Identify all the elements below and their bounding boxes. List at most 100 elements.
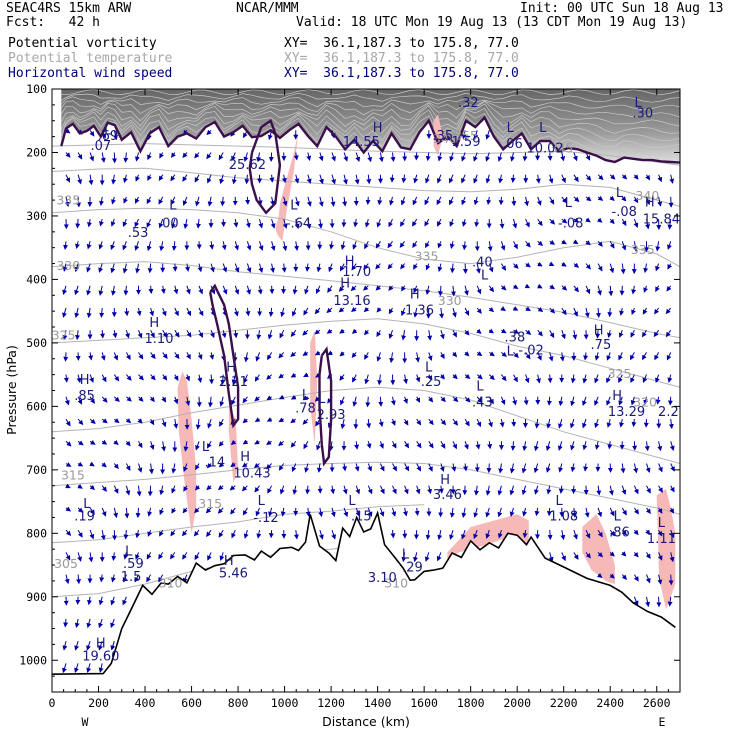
- pv-extremum-label: L: [481, 268, 489, 283]
- pv-extremum-label: 15.84: [643, 213, 680, 228]
- wind-arrow: [525, 352, 531, 360]
- wind-arrow: [111, 552, 117, 561]
- wind-arrow: [585, 174, 592, 181]
- pv-extremum-label: .25: [421, 375, 442, 390]
- wind-arrow: [654, 374, 660, 384]
- wind-arrow: [582, 396, 587, 407]
- wind-arrow: [219, 174, 225, 185]
- wind-arrow: [427, 352, 433, 361]
- wind-arrow: [354, 441, 360, 450]
- wind-arrow: [306, 174, 312, 184]
- wind-arrow: [473, 152, 478, 162]
- wind-arrow: [401, 552, 407, 563]
- wind-arrow: [597, 217, 603, 223]
- wind-arrow: [548, 174, 554, 184]
- pv-extremum-label: H: [340, 277, 350, 292]
- wind-arrow: [416, 441, 422, 449]
- wind-arrow: [667, 596, 673, 607]
- wind-arrow: [330, 507, 336, 518]
- wind-arrow: [74, 307, 80, 319]
- wind-arrow: [561, 174, 566, 184]
- wind-arrow: [476, 374, 483, 380]
- wind-arrow: [487, 241, 493, 252]
- wind-arrow: [170, 174, 176, 182]
- wind-arrow: [573, 529, 578, 540]
- wind-arrow: [268, 507, 273, 517]
- theta-contour-label: 325: [52, 328, 76, 343]
- pv-extremum-label: H: [149, 316, 159, 331]
- wind-arrow: [113, 130, 118, 141]
- wind-arrow: [158, 574, 164, 583]
- wind-arrow: [621, 196, 627, 202]
- wind-arrow: [195, 419, 201, 430]
- wind-arrow: [305, 507, 311, 517]
- wind-arrow: [342, 174, 348, 185]
- pv-shaded-region: [310, 330, 318, 445]
- wind-arrow: [390, 396, 396, 406]
- wind-arrow: [557, 441, 563, 451]
- wind-arrow: [511, 419, 517, 427]
- x-tick-label: 0: [49, 696, 56, 710]
- x-tick-label: 2400: [596, 696, 624, 710]
- wind-arrow: [135, 174, 140, 182]
- wind-arrow: [135, 552, 140, 560]
- wind-arrow: [630, 352, 635, 361]
- theta-contour-label: 325: [608, 366, 632, 381]
- wind-arrow: [546, 396, 552, 406]
- wind-arrow: [63, 352, 69, 362]
- theta-contour-label: 305: [54, 556, 78, 571]
- wind-arrow: [582, 418, 587, 429]
- wind-arrow: [645, 529, 651, 536]
- wind-arrow: [668, 196, 674, 208]
- wind-arrow: [620, 263, 626, 275]
- wind-arrow: [243, 529, 249, 539]
- wind-arrow: [113, 418, 120, 424]
- x-tick-label: 800: [228, 696, 249, 710]
- wind-arrow: [186, 352, 191, 360]
- wind-arrow: [452, 441, 457, 450]
- wind-arrow: [439, 374, 445, 380]
- wind-arrow: [193, 529, 200, 537]
- wind-arrow: [242, 507, 248, 516]
- wind-arrow: [183, 441, 189, 452]
- wind-arrow: [282, 241, 288, 252]
- wind-arrow: [388, 307, 394, 315]
- wind-arrow: [350, 285, 357, 292]
- wind-arrow: [401, 174, 407, 184]
- wind-arrow: [302, 329, 309, 336]
- header-org: NCAR/MMM: [236, 1, 299, 16]
- wind-arrow: [113, 352, 119, 361]
- theta-contour-label: 310: [159, 575, 183, 590]
- pv-extremum-label: -.02: [518, 343, 543, 358]
- wind-arrow: [303, 307, 309, 316]
- wind-arrow: [74, 641, 80, 651]
- wind-arrow: [547, 374, 553, 384]
- wind-arrow: [269, 285, 275, 295]
- wind-arrow: [75, 596, 81, 605]
- wind-arrow: [415, 374, 421, 383]
- wind-arrow: [537, 307, 544, 312]
- wind-arrow: [89, 130, 95, 137]
- wind-arrow: [621, 574, 627, 580]
- wind-arrow: [98, 641, 103, 651]
- wind-arrow: [594, 352, 600, 361]
- pv-extremum-label: 1.36: [405, 303, 434, 318]
- wind-arrow: [377, 374, 383, 386]
- wind-arrow: [412, 241, 418, 249]
- wind-arrow: [206, 152, 212, 160]
- wind-arrow: [218, 529, 224, 538]
- wind-arrow: [87, 219, 92, 228]
- wind-arrow: [545, 441, 551, 452]
- wind-arrow: [76, 574, 82, 585]
- wind-arrow: [245, 307, 251, 317]
- wind-arrow: [609, 263, 615, 274]
- wind-arrow: [473, 196, 479, 206]
- wind-arrow: [126, 374, 132, 381]
- wind-arrow: [657, 196, 663, 207]
- wind-arrow: [425, 241, 430, 249]
- wind-arrow: [424, 196, 430, 206]
- wind-arrow: [572, 152, 578, 162]
- wind-arrow: [122, 574, 128, 583]
- wind-arrow: [220, 219, 226, 228]
- wind-arrow: [500, 396, 506, 406]
